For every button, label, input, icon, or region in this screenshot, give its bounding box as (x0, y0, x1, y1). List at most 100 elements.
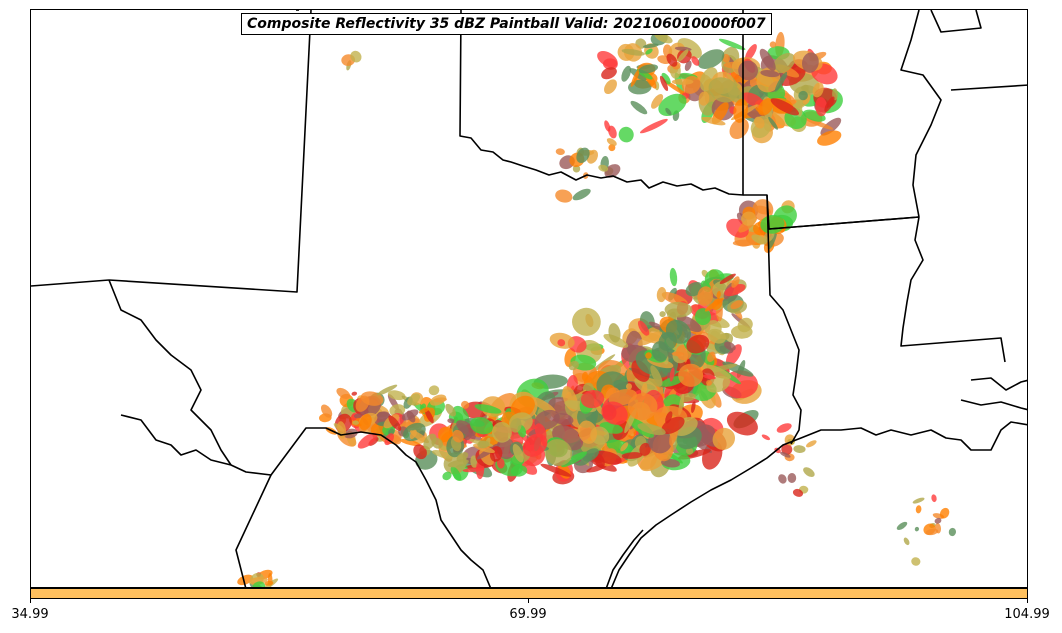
reflectivity-blob (621, 65, 632, 82)
reflectivity-blob (625, 383, 633, 390)
reflectivity-blob (778, 474, 787, 484)
reflectivity-paintball-layer (237, 31, 957, 587)
oklahoma-border (459, 10, 744, 196)
reflectivity-blob (389, 404, 406, 417)
colorbar-tick-label-min: 34.99 (11, 607, 49, 622)
reflectivity-blob (645, 48, 653, 55)
reflectivity-blob (359, 414, 372, 431)
reflectivity-blob (708, 77, 739, 103)
reflectivity-blob (352, 420, 359, 425)
reflectivity-blob (618, 126, 634, 143)
reflectivity-blob (712, 427, 736, 450)
reflectivity-blob (431, 449, 454, 459)
reflectivity-blob (707, 351, 716, 362)
reflectivity-blob (741, 211, 757, 226)
reflectivity-blob (496, 458, 505, 469)
reflectivity-blob (664, 301, 693, 318)
ms-coast (970, 377, 1027, 391)
texas-panhandle-border (108, 10, 312, 293)
reflectivity-blob (651, 94, 664, 109)
reflectivity-blob (729, 118, 749, 140)
reflectivity-blob (581, 371, 589, 382)
reflectivity-blob (608, 323, 621, 343)
reflectivity-blob (939, 507, 950, 519)
reflectivity-blob (572, 307, 601, 336)
reflectivity-blob (804, 117, 834, 130)
reflectivity-blob (604, 79, 617, 95)
map-title: Composite Reflectivity 35 dBZ Paintball … (241, 13, 772, 35)
reflectivity-blob (770, 98, 800, 116)
reflectivity-blob (450, 466, 462, 481)
reflectivity-blob (691, 401, 696, 414)
reflectivity-blob (355, 395, 370, 412)
reflectivity-blob (820, 117, 842, 136)
reflectivity-blob (399, 439, 421, 447)
reflectivity-blob (718, 38, 746, 50)
reflectivity-blob (648, 429, 672, 454)
reflectivity-blob (803, 467, 815, 477)
reflectivity-blob (413, 444, 427, 460)
reflectivity-blob (934, 523, 942, 534)
reflectivity-blob (754, 116, 765, 129)
reflectivity-blob (896, 521, 908, 530)
reflectivity-blob (912, 497, 925, 504)
reflectivity-blob (934, 517, 942, 524)
reflectivity-blob (815, 97, 828, 117)
reflectivity-blob (409, 429, 417, 440)
reflectivity-blob (376, 384, 398, 396)
reflectivity-blob (510, 395, 535, 418)
reflectivity-blob (568, 360, 579, 371)
louisiana-north-border (768, 216, 920, 230)
reflectivity-blob (387, 390, 406, 401)
texas-west-border (31, 279, 110, 287)
reflectivity-blob (925, 528, 939, 536)
reflectivity-blob (730, 300, 743, 310)
reflectivity-blob (637, 331, 663, 346)
reflectivity-blob (676, 315, 702, 333)
reflectivity-blob (792, 488, 804, 497)
reflectivity-blob (428, 385, 440, 396)
reflectivity-blob (640, 118, 668, 134)
reflectivity-blob (751, 234, 767, 245)
reflectivity-blob (572, 165, 581, 173)
reflectivity-blob (651, 341, 669, 362)
reflectivity-blob (578, 420, 597, 444)
reflectivity-blob (540, 463, 572, 477)
reflectivity-blob (645, 352, 652, 359)
reflectivity-blob (606, 138, 617, 146)
reflectivity-blob (722, 53, 730, 63)
reflectivity-blob (774, 71, 788, 92)
reflectivity-blob (429, 394, 447, 406)
colorbar-tick-label-max: 104.99 (1004, 607, 1050, 622)
reflectivity-blob (320, 404, 333, 418)
colorbar-tick (30, 599, 31, 603)
reflectivity-blob (758, 98, 774, 116)
reflectivity-blob (621, 48, 645, 56)
louisiana-west-border (766, 194, 802, 445)
reflectivity-blob (793, 445, 806, 454)
reflectivity-blob (780, 451, 791, 458)
reflectivity-blob (805, 440, 817, 448)
reflectivity-blob (650, 365, 663, 386)
reflectivity-blob (731, 276, 740, 288)
reflectivity-blob (666, 53, 678, 67)
reflectivity-blob (911, 557, 921, 566)
reflectivity-blob (761, 434, 771, 441)
map-canvas (31, 10, 1027, 587)
reflectivity-blob (677, 49, 689, 62)
reflectivity-blob (576, 147, 590, 163)
reflectivity-blob (461, 400, 470, 409)
reflectivity-blob (350, 50, 362, 63)
reflectivity-blob (702, 374, 716, 380)
reflectivity-blob (725, 344, 742, 366)
reflectivity-blob (706, 375, 731, 393)
reflectivity-blob (697, 49, 725, 69)
reflectivity-blob (544, 439, 573, 466)
reflectivity-blob (557, 339, 566, 347)
reflectivity-blob (597, 51, 618, 68)
reflectivity-blob (712, 298, 723, 311)
reflectivity-blob (768, 231, 777, 250)
reflectivity-blob (620, 442, 629, 452)
reflectivity-blob (608, 125, 617, 139)
reflectivity-blob (643, 43, 659, 49)
